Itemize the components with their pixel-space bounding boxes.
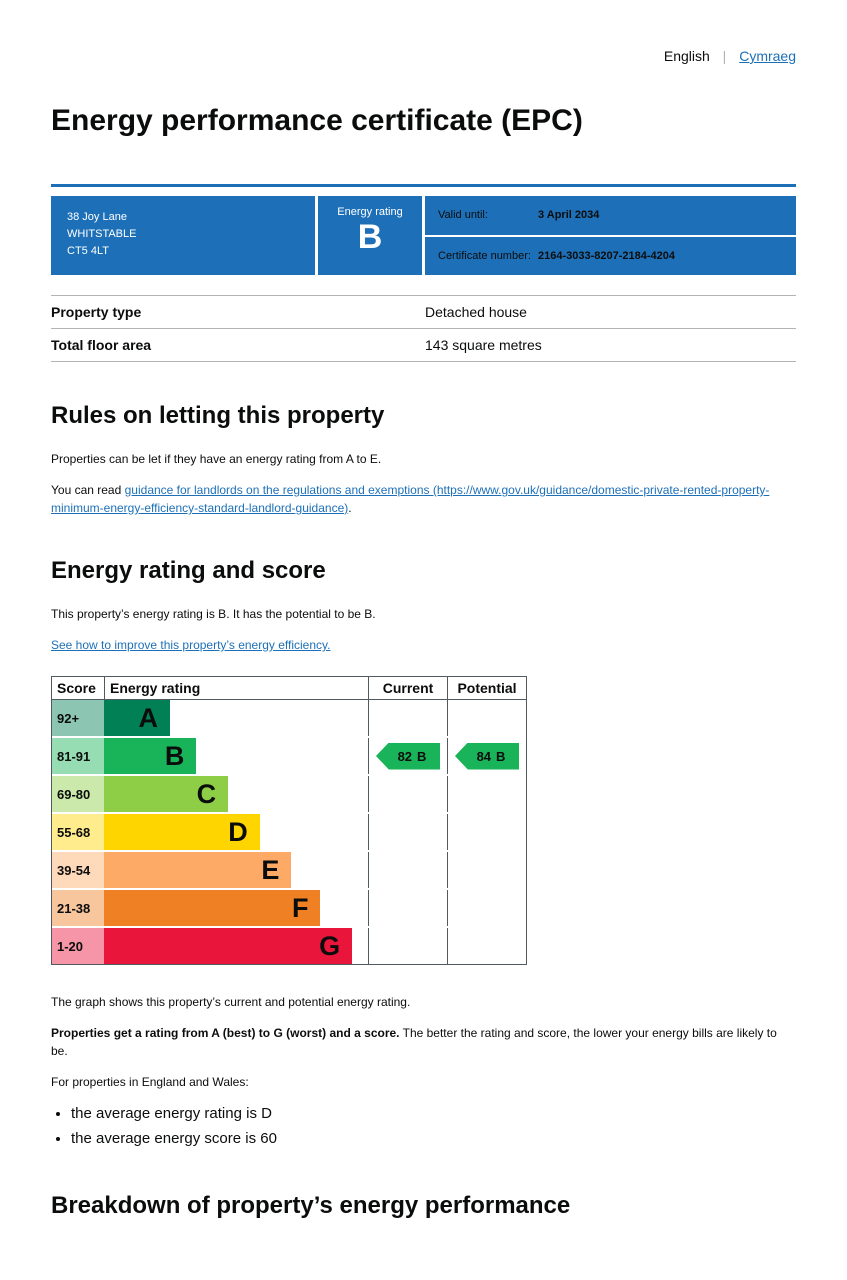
potential-letter: B bbox=[496, 748, 506, 764]
list-item: the average energy score is 60 bbox=[71, 1128, 796, 1151]
improve-link-wrap: See how to improve this property’s energ… bbox=[51, 636, 796, 654]
rules-guidance: You can read guidance for landlords on t… bbox=[51, 481, 796, 517]
floor-area-value: 143 square metres bbox=[425, 337, 542, 353]
valid-until-row: Valid until: 3 April 2034 bbox=[425, 196, 796, 235]
band-bar: A bbox=[104, 700, 170, 736]
epc-band-row-d: 55-68 D bbox=[52, 814, 526, 852]
language-current: English bbox=[663, 48, 710, 64]
address-line-1: 38 Joy Lane bbox=[67, 211, 127, 223]
band-score: 55-68 bbox=[52, 814, 104, 850]
band-bar: D bbox=[104, 814, 260, 850]
guidance-prefix: You can read bbox=[51, 483, 125, 497]
certificate-details-box: Valid until: 3 April 2034 Certificate nu… bbox=[425, 196, 796, 275]
rating-explanation-rest: The better the rating and score, the low… bbox=[51, 1026, 777, 1058]
property-address: 38 Joy Lane WHITSTABLE CT5 4LT bbox=[51, 196, 315, 275]
rating-summary: This property’s energy rating is B. It h… bbox=[51, 607, 376, 621]
band-score: 21-38 bbox=[52, 890, 104, 926]
current-rating-marker: 82 B bbox=[376, 742, 440, 770]
epc-band-row-a: 92+ A bbox=[52, 700, 526, 738]
epc-band-row-g: 1-20 G bbox=[52, 928, 526, 964]
rules-heading: Rules on letting this property bbox=[51, 402, 385, 429]
guidance-suffix: . bbox=[348, 501, 352, 515]
column-current: Current bbox=[368, 677, 447, 700]
band-bar: C bbox=[104, 776, 229, 812]
blue-divider bbox=[51, 184, 796, 187]
column-energy-rating: Energy rating bbox=[104, 677, 368, 700]
band-score: 69-80 bbox=[52, 776, 104, 812]
landlord-guidance-link[interactable]: guidance for landlords on the regulation… bbox=[51, 483, 770, 515]
language-switcher: English | Cymraeg bbox=[51, 0, 796, 64]
graph-note: The graph shows this property’s current … bbox=[51, 995, 411, 1009]
potential-rating-marker: 84 B bbox=[455, 742, 519, 770]
certificate-number-value: 2164-3033-8207-2184-4204 bbox=[538, 249, 676, 262]
band-score: 81-91 bbox=[52, 738, 104, 774]
address-line-3: CT5 4LT bbox=[67, 245, 109, 258]
band-score: 92+ bbox=[52, 700, 104, 736]
certificate-number-label: Certificate number: bbox=[438, 249, 531, 262]
current-score: 82 bbox=[397, 748, 413, 764]
band-bar: F bbox=[104, 890, 321, 926]
rules-intro: Properties can be let if they have an en… bbox=[51, 452, 382, 466]
epc-summary-banner: 38 Joy Lane WHITSTABLE CT5 4LT Energy ra… bbox=[51, 196, 796, 275]
column-potential: Potential bbox=[447, 677, 526, 700]
page-title: Energy performance certificate (EPC) bbox=[51, 104, 583, 137]
certificate-number-row: Certificate number: 2164-3033-8207-2184-… bbox=[425, 236, 796, 275]
property-details-table: Property type Detached house Total floor… bbox=[51, 295, 796, 362]
valid-until-label: Valid until: bbox=[438, 209, 488, 221]
column-score: Score bbox=[52, 677, 104, 700]
valid-until-value: 3 April 2034 bbox=[538, 209, 600, 221]
epc-band-row-b: 81-91 B 82 B 84 B bbox=[52, 738, 526, 776]
improve-efficiency-link[interactable]: See how to improve this property’s energ… bbox=[51, 638, 331, 652]
energy-rating-value: B bbox=[357, 218, 383, 256]
epc-rating-chart: Score Energy rating Current Potential 92… bbox=[51, 676, 527, 965]
rating-explanation: Properties get a rating from A (best) to… bbox=[51, 1024, 796, 1060]
potential-score: 84 bbox=[476, 748, 492, 764]
band-bar: G bbox=[104, 928, 353, 964]
breakdown-heading: Breakdown of property’s energy performan… bbox=[51, 1192, 571, 1219]
band-bar: B bbox=[104, 738, 197, 774]
floor-area-label: Total floor area bbox=[51, 337, 152, 353]
energy-rating-box: Energy rating B bbox=[318, 196, 422, 275]
rating-score-heading: Energy rating and score bbox=[51, 557, 326, 584]
band-score: 39-54 bbox=[52, 852, 104, 888]
regions-intro: For properties in England and Wales: bbox=[51, 1075, 249, 1089]
address-line-2: WHITSTABLE bbox=[67, 228, 137, 241]
language-link-cymraeg[interactable]: Cymraeg bbox=[739, 48, 796, 64]
epc-band-row-f: 21-38 F bbox=[52, 890, 526, 928]
property-type-value: Detached house bbox=[425, 304, 527, 320]
epc-band-row-c: 69-80 C bbox=[52, 776, 526, 814]
band-bar: E bbox=[104, 852, 292, 888]
property-type-label: Property type bbox=[51, 304, 142, 320]
table-row: Total floor area 143 square metres bbox=[51, 328, 796, 362]
epc-band-row-e: 39-54 E bbox=[52, 852, 526, 890]
chart-header: Score Energy rating Current Potential bbox=[52, 677, 526, 700]
table-row: Property type Detached house bbox=[51, 295, 796, 328]
current-letter: B bbox=[417, 748, 427, 764]
list-item: the average energy rating is D bbox=[71, 1103, 796, 1126]
average-rating-list: the average energy rating is D the avera… bbox=[71, 1103, 796, 1150]
rating-explanation-bold: Properties get a rating from A (best) to… bbox=[51, 1026, 400, 1040]
energy-rating-label: Energy rating bbox=[337, 206, 403, 218]
language-divider: | bbox=[722, 48, 727, 64]
band-score: 1-20 bbox=[52, 928, 104, 964]
